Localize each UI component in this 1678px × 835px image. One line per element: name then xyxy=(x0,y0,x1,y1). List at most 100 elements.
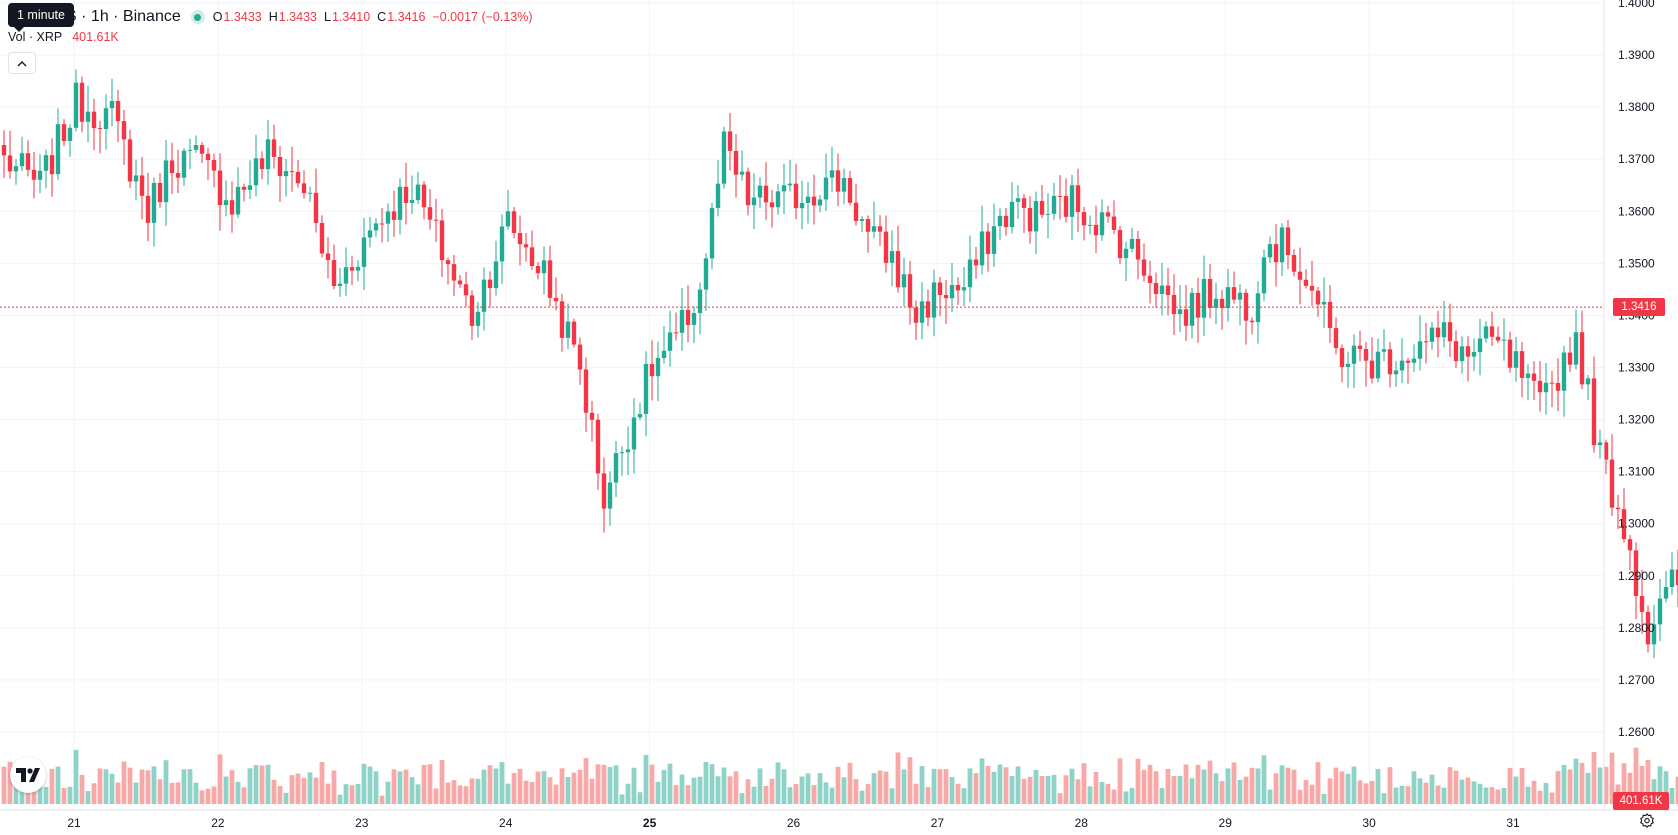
candle-body xyxy=(1093,224,1099,236)
candle-body xyxy=(781,185,787,192)
volume-bar xyxy=(1273,773,1279,804)
candle-body xyxy=(121,121,127,140)
candle-body xyxy=(1405,360,1411,363)
volume-bar xyxy=(727,776,733,804)
candle-body xyxy=(1675,569,1678,586)
market-status-icon[interactable] xyxy=(190,10,205,24)
candle-body xyxy=(1531,373,1537,381)
candle-body xyxy=(319,222,325,254)
price-tick-label: 1.3800 xyxy=(1618,100,1655,114)
volume-bar xyxy=(1177,775,1183,804)
volume-bar xyxy=(619,794,625,804)
candle-body xyxy=(649,363,655,377)
tradingview-logo[interactable] xyxy=(10,757,46,793)
volume-bar xyxy=(223,776,229,804)
volume-bar xyxy=(1021,778,1027,804)
volume-bar xyxy=(487,765,493,804)
candle-body xyxy=(313,192,319,223)
time-axis: 21 22 23 24 25 26 27 28 29 30 31 xyxy=(67,816,1520,830)
candle-body xyxy=(241,186,247,190)
candle-body xyxy=(703,258,709,290)
time-tick-label: 22 xyxy=(211,816,225,830)
candle-body xyxy=(151,182,157,223)
candle-body xyxy=(43,155,49,171)
candle-body xyxy=(355,266,361,271)
candle-body xyxy=(1591,378,1597,446)
candle-body xyxy=(1309,285,1315,291)
volume-bar xyxy=(535,771,541,804)
chart-settings-button[interactable] xyxy=(1636,810,1658,832)
candles xyxy=(1,69,1678,659)
volume-bar xyxy=(907,757,913,804)
volume-bar xyxy=(661,769,667,804)
volume-bar xyxy=(1609,752,1615,804)
candle-body xyxy=(295,171,301,184)
volume-bar xyxy=(913,783,919,804)
volume-bar xyxy=(1669,787,1675,804)
candle-body xyxy=(1459,346,1465,362)
volume-bar xyxy=(1345,773,1351,804)
volume-bar xyxy=(931,768,937,804)
volume-bar xyxy=(85,791,91,804)
volume-bar xyxy=(1105,783,1111,804)
volume-bar xyxy=(319,761,325,804)
candle-body xyxy=(1075,185,1081,213)
candle-body xyxy=(1537,380,1543,393)
volume-bar xyxy=(1597,767,1603,804)
candle-body xyxy=(289,171,295,173)
candle-body xyxy=(67,127,73,142)
volume-bar xyxy=(1363,783,1369,804)
candle-body xyxy=(1249,320,1255,323)
volume-bar xyxy=(595,764,601,804)
volume-bar xyxy=(967,768,973,804)
volume-bar xyxy=(475,778,481,804)
candle-body xyxy=(1285,227,1291,256)
candle-body xyxy=(469,295,475,326)
volume-bar xyxy=(1381,793,1387,804)
candle-body xyxy=(1639,595,1645,612)
volume-label[interactable]: Vol · XRP xyxy=(8,30,63,44)
volume-bar xyxy=(1513,776,1519,804)
candle-body xyxy=(265,139,271,170)
candle-body xyxy=(13,166,19,172)
candle-body xyxy=(889,251,895,263)
candle-body xyxy=(1315,290,1321,305)
candle-body xyxy=(565,321,571,338)
candle-body xyxy=(955,285,961,291)
candle-body xyxy=(1627,539,1633,551)
candle-body xyxy=(1213,298,1219,308)
candle-body xyxy=(775,191,781,208)
candle-body xyxy=(745,171,751,206)
volume-bar xyxy=(1657,766,1663,804)
candle-body xyxy=(685,309,691,325)
volume-bar xyxy=(523,780,529,804)
volume-bar xyxy=(1111,789,1117,804)
volume-bar xyxy=(1465,777,1471,804)
volume-bar xyxy=(1507,767,1513,804)
candle-body xyxy=(391,211,397,220)
candle-body xyxy=(277,156,283,177)
volume-bar xyxy=(349,785,355,804)
candle-body xyxy=(1111,216,1117,230)
volume-bar xyxy=(343,784,349,804)
volume-bar xyxy=(1459,779,1465,804)
low-value: L1.3410 xyxy=(323,10,371,24)
volume-bar xyxy=(817,773,823,804)
collapse-legend-button[interactable] xyxy=(8,52,36,74)
candle-body xyxy=(487,279,493,289)
volume-bar xyxy=(1291,769,1297,804)
candle-body xyxy=(661,350,667,359)
volume-bar xyxy=(793,783,799,804)
volume-bar xyxy=(757,768,763,804)
candle-body xyxy=(607,482,613,509)
candle-body xyxy=(529,247,535,267)
current-volume-tag: 401.61K xyxy=(1613,792,1669,810)
candle-body xyxy=(1507,339,1513,368)
candle-body xyxy=(247,185,253,190)
volume-bar xyxy=(139,769,145,804)
price-tick-label: 1.4000 xyxy=(1618,0,1655,10)
candle-body xyxy=(205,153,211,160)
candle-body xyxy=(1489,326,1495,337)
